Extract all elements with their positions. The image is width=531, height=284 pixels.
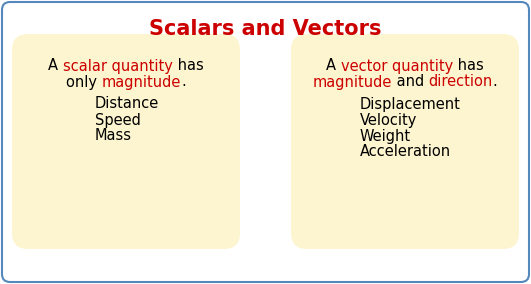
Text: A: A bbox=[48, 59, 63, 74]
Text: magnitude: magnitude bbox=[102, 74, 181, 89]
Text: .: . bbox=[181, 74, 186, 89]
Text: A: A bbox=[326, 59, 341, 74]
Text: Mass: Mass bbox=[95, 128, 132, 143]
Text: has: has bbox=[453, 59, 484, 74]
FancyBboxPatch shape bbox=[2, 2, 529, 282]
Text: has: has bbox=[173, 59, 203, 74]
Text: direction: direction bbox=[429, 74, 493, 89]
FancyBboxPatch shape bbox=[12, 34, 240, 249]
Text: Speed: Speed bbox=[95, 112, 141, 128]
FancyBboxPatch shape bbox=[291, 34, 519, 249]
Text: Displacement: Displacement bbox=[360, 97, 461, 112]
Text: only: only bbox=[66, 74, 102, 89]
Text: scalar quantity: scalar quantity bbox=[63, 59, 173, 74]
Text: Velocity: Velocity bbox=[360, 112, 417, 128]
Text: vector quantity: vector quantity bbox=[341, 59, 453, 74]
Text: and: and bbox=[392, 74, 429, 89]
Text: Acceleration: Acceleration bbox=[360, 145, 451, 160]
Text: Scalars and Vectors: Scalars and Vectors bbox=[149, 19, 381, 39]
Text: Weight: Weight bbox=[360, 128, 411, 143]
Text: .: . bbox=[493, 74, 498, 89]
Text: Distance: Distance bbox=[95, 97, 159, 112]
Text: magnitude: magnitude bbox=[312, 74, 392, 89]
